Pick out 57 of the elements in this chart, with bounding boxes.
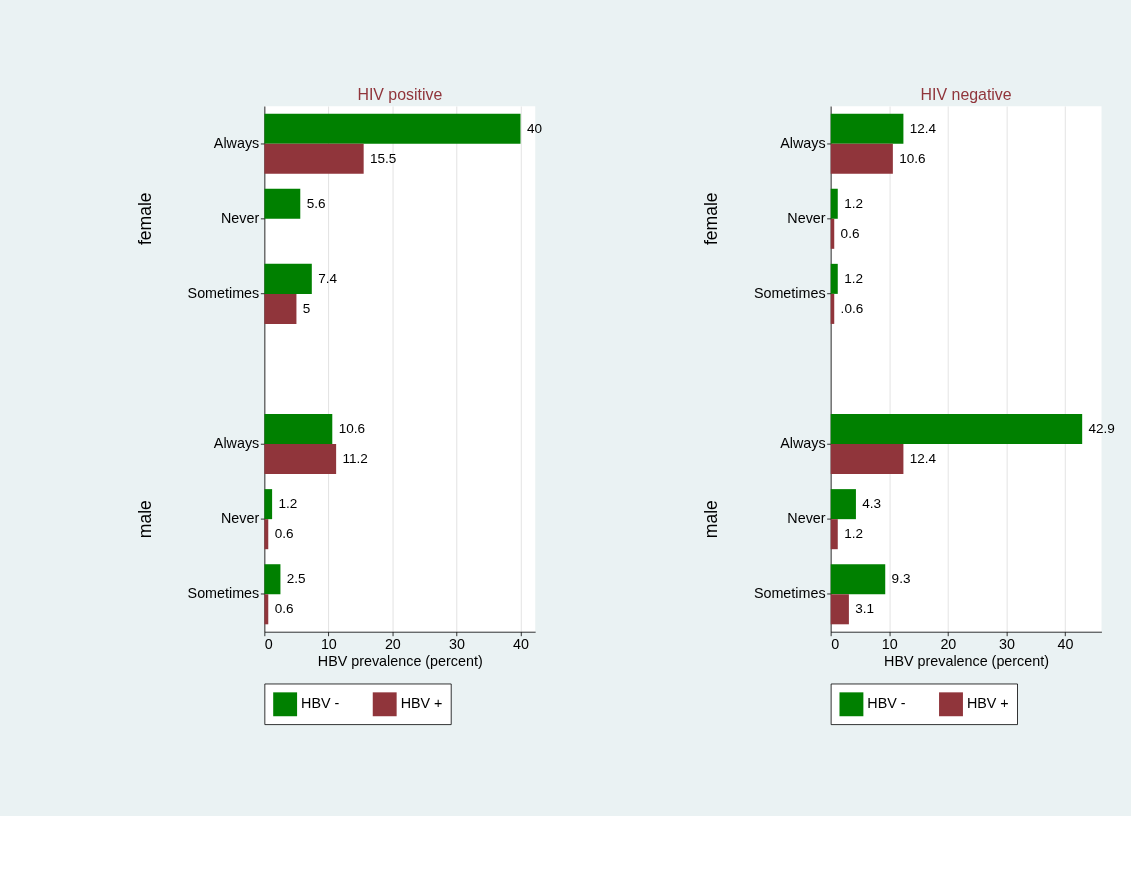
data-label: 5.6 [306, 195, 326, 211]
x-axis-title: HBV prevalence (percent) [317, 653, 483, 670]
y-tick-label: Always [213, 435, 260, 452]
data-label: 3.1 [855, 601, 875, 617]
x-tick-label: 10 [320, 635, 337, 652]
legend-label: HBV - [867, 695, 906, 712]
x-tick-label: 0 [831, 635, 840, 652]
y-tick-label: Always [780, 134, 826, 151]
data-label: 11.2 [342, 451, 368, 467]
data-label: 0.6 [274, 601, 294, 617]
y-tick-label: Sometimes [187, 585, 260, 602]
text: male [134, 500, 155, 539]
y-tick-label: Sometimes [753, 284, 826, 301]
data-label: 12.4 [909, 120, 937, 136]
data-label: 1.2 [844, 270, 863, 286]
x-tick-label: 30 [999, 635, 1015, 652]
data-label: 4.3 [862, 496, 882, 512]
data-label: .0.6 [840, 300, 864, 316]
text: male [700, 500, 721, 539]
chart-title: HIV positive [357, 85, 443, 103]
data-label: 1.2 [278, 496, 298, 512]
x-tick-label: 40 [1057, 635, 1074, 652]
y-tick-label: Sometimes [187, 284, 260, 301]
x-tick-label: 30 [448, 635, 465, 652]
y-tick-label: Never [787, 510, 826, 527]
data-label: 0.6 [840, 225, 860, 241]
legend-label: HBV + [966, 695, 1009, 712]
y-tick-label: Never [221, 510, 260, 527]
y-tick-label: Never [221, 209, 260, 226]
data-label: 10.6 [338, 421, 366, 437]
text: female [134, 192, 155, 246]
data-label: 42.9 [1088, 421, 1115, 437]
x-tick-label: 20 [384, 635, 401, 652]
data-label: 1.2 [844, 195, 863, 211]
data-label: 9.3 [891, 571, 911, 587]
x-axis-title: HBV prevalence (percent) [884, 653, 1049, 670]
data-label: 1.2 [844, 526, 863, 542]
text: female [700, 192, 721, 246]
y-tick-label: Always [780, 435, 826, 452]
legend-label: HBV + [400, 695, 443, 712]
data-label: 15.5 [370, 150, 397, 166]
x-tick-label: 0 [264, 635, 273, 652]
legend-label: HBV - [301, 695, 340, 712]
y-tick-label: Always [213, 134, 260, 151]
data-label: 40 [526, 120, 542, 136]
y-tick-label: Never [787, 209, 826, 226]
data-label: 7.4 [318, 270, 338, 286]
data-label: 0.6 [274, 526, 294, 542]
data-label: 10.6 [899, 150, 926, 166]
x-tick-label: 40 [512, 635, 529, 652]
data-label: 2.5 [286, 571, 306, 587]
y-tick-label: Sometimes [753, 585, 826, 602]
x-tick-label: 20 [940, 635, 957, 652]
x-tick-label: 10 [881, 635, 898, 652]
data-label: 12.4 [909, 451, 937, 467]
chart-title: HIV negative [920, 85, 1012, 103]
data-label: 5 [302, 300, 311, 316]
